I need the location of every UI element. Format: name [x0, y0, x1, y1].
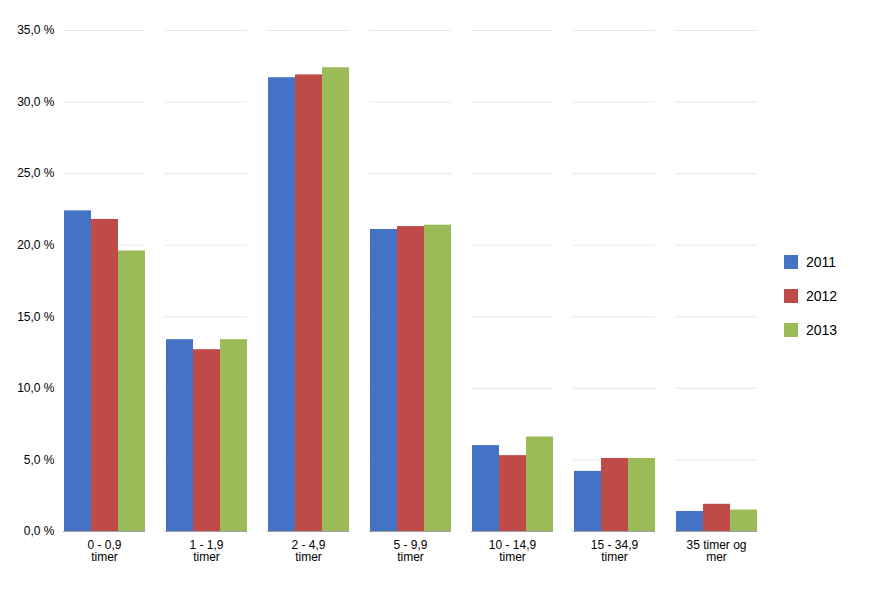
svg-text:15,0 %: 15,0 %: [17, 310, 55, 324]
svg-text:35,0 %: 35,0 %: [17, 23, 55, 37]
svg-text:2 - 4,9timer: 2 - 4,9timer: [291, 538, 325, 564]
svg-text:1 - 1,9timer: 1 - 1,9timer: [189, 538, 223, 564]
svg-text:5 - 9,9timer: 5 - 9,9timer: [393, 538, 427, 564]
html-text:2012: 2012: [806, 287, 838, 304]
svg-text:25,0 %: 25,0 %: [17, 166, 55, 180]
svg-text:10 - 14,9timer: 10 - 14,9timer: [489, 538, 537, 564]
svg-text:0 - 0,9timer: 0 - 0,9timer: [87, 538, 121, 564]
svg-text:0,0 %: 0,0 %: [24, 524, 55, 538]
svg-text:35 timer ogmer: 35 timer ogmer: [686, 538, 746, 564]
html-text:2011: 2011: [806, 253, 837, 270]
svg-text:20,0 %: 20,0 %: [17, 238, 55, 252]
svg-text:15 - 34,9timer: 15 - 34,9timer: [591, 538, 639, 564]
html-text:2013: 2013: [806, 321, 838, 338]
svg-text:10,0 %: 10,0 %: [17, 381, 55, 395]
svg-text:5,0 %: 5,0 %: [24, 453, 55, 467]
svg-text:30,0 %: 30,0 %: [17, 95, 55, 109]
